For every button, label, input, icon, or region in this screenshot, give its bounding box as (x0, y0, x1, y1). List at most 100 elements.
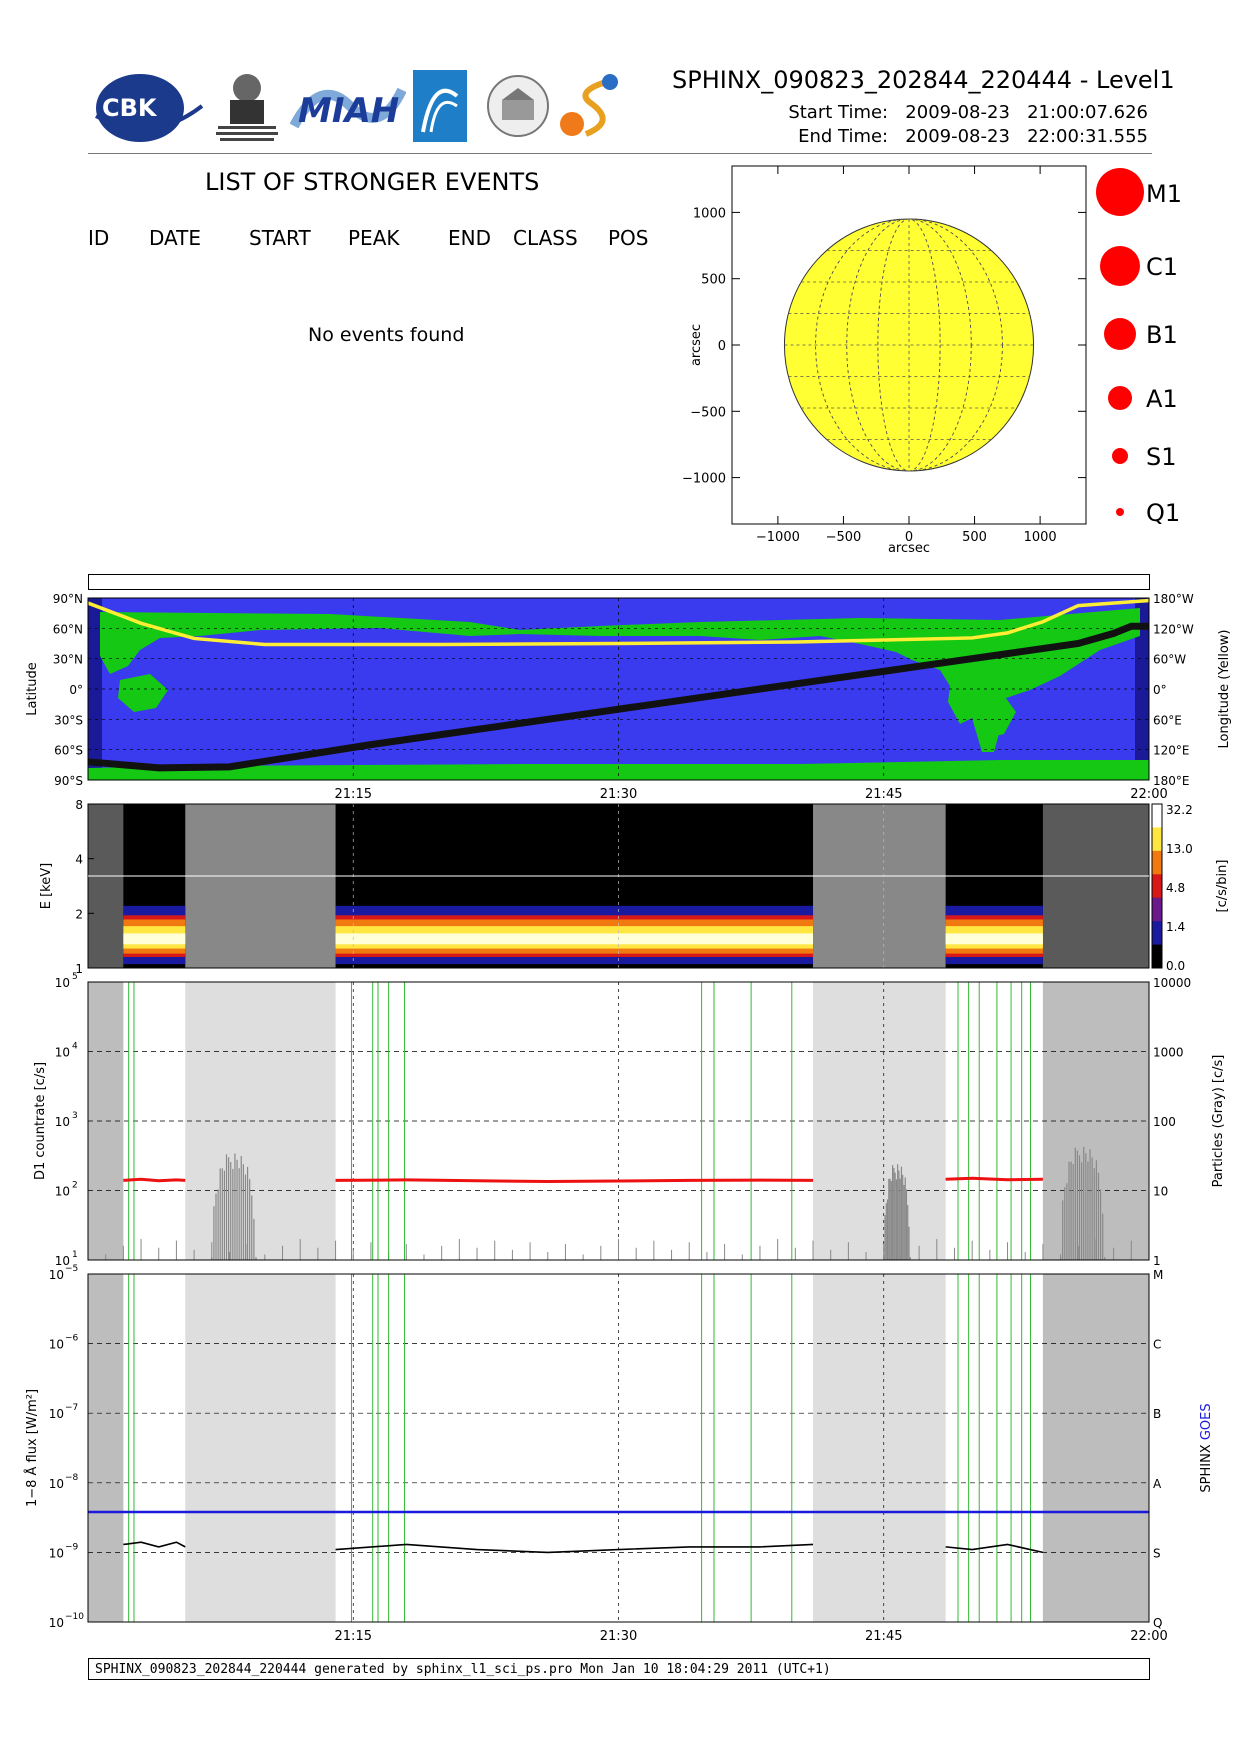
colorbar-label: 0.0 (1166, 959, 1185, 973)
legend-marker-s1 (1112, 448, 1128, 464)
map-frame (87, 597, 1150, 781)
legend-marker-m1 (1096, 168, 1144, 216)
spectrogram-frame (87, 803, 1150, 969)
spectrogram-ytick-label: 2 (75, 907, 83, 921)
map-lon-label: 120°E (1153, 744, 1190, 758)
map-ylabel: Latitude (25, 662, 40, 716)
colorbar-label: 13.0 (1166, 842, 1193, 856)
countrate-ytick-label: 10 (55, 1115, 70, 1129)
flux-ylabel: 1−8 Å flux [W/m²] (24, 1389, 40, 1507)
timeseries-panels: 90°N60°N30°N0°30°S60°S90°S180°W120°W60°W… (24, 592, 1232, 1644)
colorbar-segment (1152, 897, 1162, 922)
countrate-ytick-exponent: 1 (72, 1250, 78, 1260)
map-xtick-label: 21:45 (865, 787, 902, 802)
column-date: DATE (149, 226, 202, 250)
countrate-ytick-label: 10 (55, 976, 70, 990)
no-events-message: No events found (308, 324, 465, 346)
mian-logo: MIAH (290, 87, 406, 131)
particles-ytick-label: 10000 (1153, 976, 1191, 990)
empty-status-bar (88, 574, 1150, 590)
map-lat-label: 60°N (53, 622, 83, 636)
map-y2label: Longitude (Yellow) (1217, 630, 1232, 749)
goes-class-label: B (1153, 1407, 1161, 1421)
spectrogram-gap (185, 804, 336, 968)
countrate-ytick-label: 10 (55, 1185, 70, 1199)
land-mass-south-america (972, 718, 1000, 752)
countrate-panel (87, 981, 1150, 1261)
land-mass-africa-asia (118, 674, 168, 712)
map-lon-label: 60°E (1153, 713, 1182, 727)
flux-gap (813, 1274, 946, 1622)
particles-ytick-label: 1 (1153, 1254, 1161, 1268)
colorbar-label: 1.4 (1166, 920, 1185, 934)
goes-legend: GOES (1199, 1403, 1214, 1440)
legend-label-m1: M1 (1146, 180, 1182, 208)
flux-gap (185, 1274, 336, 1622)
column-id: ID (88, 226, 110, 250)
sun-ylabel: arcsec (689, 324, 704, 366)
countrate-ytick-exponent: 5 (72, 972, 78, 982)
countrate-ytick-exponent: 4 (72, 1042, 78, 1052)
particles-ytick-label: 10 (1153, 1185, 1168, 1199)
flux-ytick-exponent: −5 (65, 1264, 78, 1274)
countrate-frame (87, 981, 1150, 1261)
map-gridlines (88, 598, 1149, 780)
legend-marker-q1 (1116, 508, 1124, 516)
colorbar-label: 32.2 (1166, 803, 1193, 817)
colorbar-title: [c/s/bin] (1215, 860, 1230, 913)
legend-marker-c1 (1100, 246, 1140, 286)
sun-xtick-label: 0 (905, 530, 913, 545)
footer-caption: SPHINX_090823_202844_220444 generated by… (88, 1658, 1150, 1680)
goes-class-label: M (1153, 1268, 1163, 1282)
flux-ytick-label: 10 (49, 1616, 64, 1630)
spectrogram-band (335, 933, 814, 945)
countrate-ytick-label: 10 (55, 1046, 70, 1060)
spectrogram-band (123, 933, 186, 945)
countrate-series (123, 1177, 186, 1183)
column-peak: PEAK (348, 226, 400, 250)
flux-ytick-label: 10 (49, 1338, 64, 1352)
spectrogram-ytick-label: 4 (75, 853, 83, 867)
spectrogram-ylabel: E [keV] (39, 863, 54, 909)
spectrogram-gap (813, 804, 946, 968)
map-lon-label: 120°W (1153, 622, 1194, 636)
particles-ylabel: Particles (Gray) [c/s] (1211, 1055, 1226, 1188)
flux-ytick-label: 10 (49, 1268, 64, 1282)
orbit-map-panel (87, 597, 1150, 781)
goes-class-label: C (1153, 1338, 1161, 1352)
map-lat-label: 60°S (54, 744, 83, 758)
sphinx-legend: SPHINX (1199, 1440, 1214, 1492)
cbk-logo: CBK (95, 74, 204, 142)
sun-ytick-label: 1000 (693, 206, 726, 221)
solar-logo (560, 74, 618, 137)
column-end: END (448, 226, 491, 250)
goes-class-label: A (1153, 1477, 1162, 1491)
flare-class-legend: M1 C1 B1 A1 S1 Q1 (1096, 168, 1182, 527)
sun-ytick-label: 500 (701, 273, 726, 288)
countrate-ylabel: D1 countrate [c/s] (33, 1062, 48, 1180)
countrate-ytick-exponent: 3 (72, 1111, 78, 1121)
flux-ytick-label: 10 (49, 1477, 64, 1491)
flux-ytick-label: 10 (49, 1546, 64, 1560)
sphinx-flux-series (123, 1541, 186, 1548)
spectrogram-gap (1042, 804, 1149, 968)
lebedev-logo (216, 74, 278, 141)
countrate-ytick-label: 10 (55, 1254, 70, 1268)
file-title: SPHINX_090823_202844_220444 - Level1 (672, 66, 1175, 94)
latitude-track (87, 622, 1149, 772)
map-lat-label: 90°N (53, 592, 83, 606)
flux-panel (87, 1273, 1150, 1623)
map-xtick-label: 21:30 (600, 787, 637, 802)
map-lat-label: 30°S (54, 713, 83, 727)
observatory-logo (487, 75, 549, 137)
legend-label-b1: B1 (1146, 321, 1178, 349)
colorbar-segment (1152, 850, 1162, 875)
flux-ytick-exponent: −6 (65, 1334, 79, 1344)
flux-ytick-label: 10 (49, 1407, 64, 1421)
spectrogram-ytick-label: 8 (75, 798, 83, 812)
map-lat-label: 0° (69, 683, 83, 697)
spectrogram-panel (87, 803, 1163, 969)
legend-marker-a1 (1108, 386, 1132, 410)
end-time: End Time: 2009-08-23 22:00:31.555 (798, 126, 1148, 147)
svg-text:CBK: CBK (102, 94, 158, 122)
